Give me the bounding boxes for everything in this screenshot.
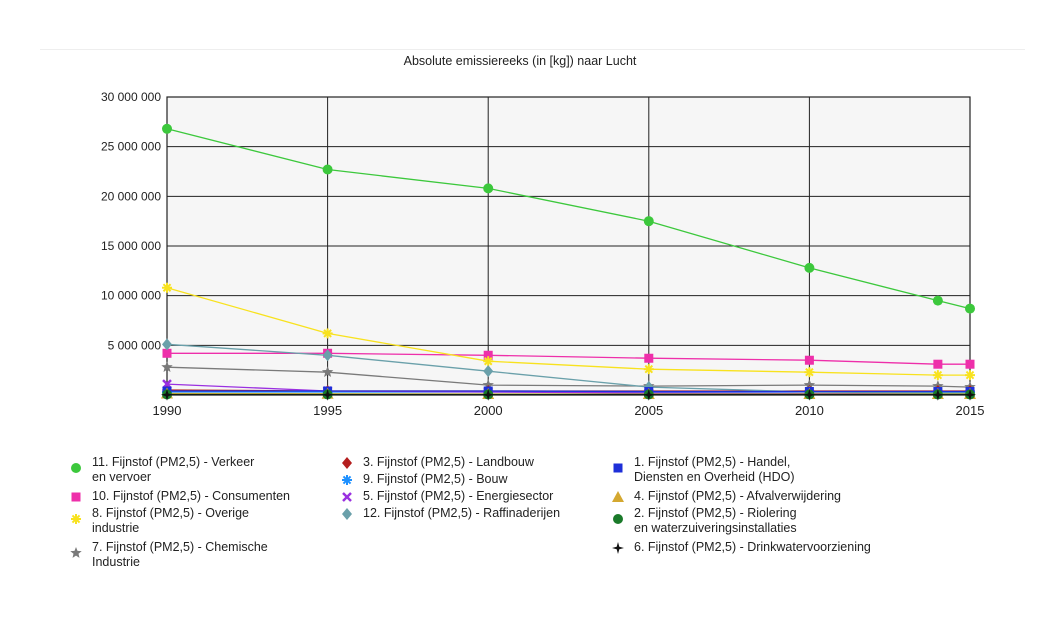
x-tick-label: 2010 (795, 403, 824, 418)
data-point (804, 355, 814, 365)
data-point (931, 388, 944, 401)
data-point (965, 303, 975, 314)
legend-marker (71, 492, 81, 502)
data-point (321, 388, 334, 401)
data-point (482, 388, 495, 401)
data-point (932, 370, 943, 381)
legend-marker (613, 463, 623, 473)
data-point (161, 388, 173, 401)
legend-marker (342, 475, 352, 485)
legend-marker (71, 463, 81, 473)
legend-marker-icon (613, 514, 623, 524)
series-line-9 (167, 390, 970, 393)
y-tick-label: 10 000 000 (101, 289, 161, 303)
data-point (322, 349, 333, 362)
data-point (643, 216, 654, 227)
legend-marker (613, 514, 623, 524)
data-point (483, 183, 494, 194)
legend-marker-icon (342, 508, 352, 520)
y-tick-label: 5 000 000 (108, 338, 162, 352)
chart-legend: 11. Fijnstof (PM2,5) - Verkeer en vervoe… (0, 455, 1049, 585)
data-point (642, 388, 655, 401)
y-tick-label: 20 000 000 (101, 189, 161, 203)
legend-marker-icon (342, 492, 352, 502)
data-point (803, 379, 816, 390)
legend-marker-icon (612, 491, 624, 502)
data-point (321, 366, 334, 377)
legend-label: 11. Fijnstof (PM2,5) - Verkeer en vervoe… (92, 455, 255, 484)
data-point (162, 348, 172, 358)
x-tick-label: 1990 (153, 403, 182, 418)
data-point (644, 353, 654, 363)
legend-label: 10. Fijnstof (PM2,5) - Consumenten (92, 489, 290, 503)
data-point (964, 388, 976, 401)
x-tick-label: 2005 (634, 403, 663, 418)
data-point (162, 123, 172, 134)
legend-marker (70, 547, 82, 558)
data-point (965, 370, 975, 381)
legend-label: 3. Fijnstof (PM2,5) - Landbouw (363, 455, 534, 469)
x-tick-label: 1995 (313, 403, 342, 418)
legend-marker-icon (70, 547, 82, 558)
legend-label: 5. Fijnstof (PM2,5) - Energiesector (363, 489, 554, 503)
line-chart: 30 000 000 25 000 000 20 000 000 15 000 000… (101, 54, 985, 418)
legend-label: 6. Fijnstof (PM2,5) - Drinkwatervoorzien… (634, 540, 871, 554)
legend-marker (342, 492, 352, 502)
data-point (932, 295, 943, 306)
legend-marker-icon (71, 514, 81, 524)
legend-label: 12. Fijnstof (PM2,5) - Raffinaderijen (363, 506, 561, 520)
legend-marker (71, 514, 81, 524)
legend-marker (612, 542, 624, 554)
legend-marker-icon (613, 463, 623, 473)
legend-marker (342, 457, 352, 469)
data-point (322, 164, 333, 175)
data-point (803, 388, 816, 401)
data-point (483, 365, 494, 378)
data-point (483, 350, 493, 360)
data-point (482, 379, 494, 390)
legend-marker-icon (342, 475, 352, 485)
data-point (162, 338, 172, 351)
legend-label: 2. Fijnstof (PM2,5) - Riolering en water… (634, 506, 797, 535)
legend-marker-icon (71, 463, 81, 473)
data-point (933, 359, 943, 369)
data-point (162, 282, 172, 293)
legend-marker (342, 508, 352, 520)
legend-label: 4. Fijnstof (PM2,5) - Afvalverwijdering (634, 489, 842, 503)
x-tick-label: 2015 (956, 403, 985, 418)
data-point (804, 367, 815, 378)
data-point (643, 364, 654, 375)
x-tick-label: 2000 (474, 403, 503, 418)
legend-marker (612, 491, 624, 502)
legend-marker-icon (342, 457, 352, 469)
data-point (483, 356, 494, 367)
y-tick-label: 25 000 000 (101, 140, 161, 154)
legend-marker-icon (612, 542, 624, 554)
legend-label: 1. Fijnstof (PM2,5) - Handel, Diensten e… (634, 455, 795, 484)
data-point (804, 262, 815, 273)
top-divider (40, 49, 1025, 50)
chart-title: Absolute emissiereeks (in [kg]) naar Luc… (404, 54, 637, 68)
data-point (322, 328, 333, 339)
legend-marker-icon (71, 492, 81, 502)
legend-label: 9. Fijnstof (PM2,5) - Bouw (363, 472, 508, 486)
legend-label: 8. Fijnstof (PM2,5) - Overige industrie (92, 506, 249, 535)
y-tick-label: 15 000 000 (101, 239, 161, 253)
y-tick-label: 30 000 000 (101, 90, 161, 104)
legend-label: 7. Fijnstof (PM2,5) - Chemische Industri… (92, 540, 268, 569)
data-point (161, 361, 173, 372)
data-point (965, 359, 975, 369)
